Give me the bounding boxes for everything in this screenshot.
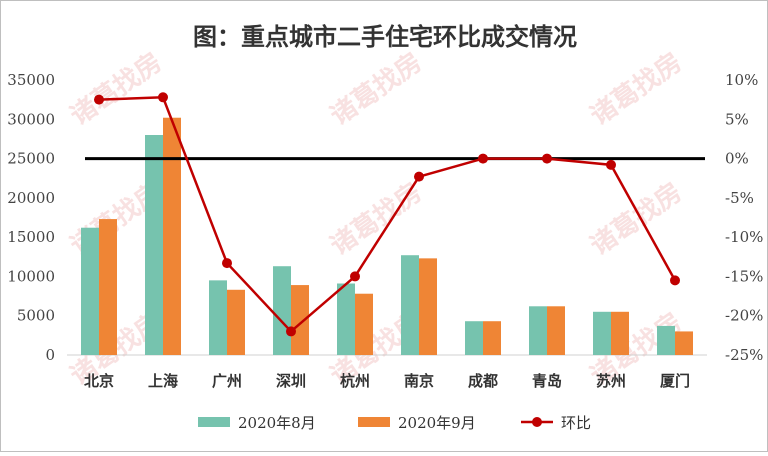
line-point xyxy=(478,153,488,164)
category-label: 北京 xyxy=(84,372,114,390)
bar xyxy=(419,258,437,355)
line-point xyxy=(350,271,360,282)
legend-label: 环比 xyxy=(561,414,591,432)
bar xyxy=(291,285,309,355)
watermark-text: 诸葛找房 xyxy=(585,177,687,261)
bar xyxy=(547,306,565,355)
watermark-text: 诸葛找房 xyxy=(585,47,687,131)
left-tick-label: 10000 xyxy=(7,267,55,285)
bar xyxy=(611,311,629,355)
bar xyxy=(529,306,547,355)
right-tick-label: -5% xyxy=(725,189,754,207)
bar xyxy=(227,289,245,355)
left-tick-label: 30000 xyxy=(7,110,55,128)
bar xyxy=(273,266,291,355)
bar xyxy=(355,293,373,355)
right-tick-label: -25% xyxy=(725,346,763,364)
line-point xyxy=(542,153,552,164)
left-tick-label: 25000 xyxy=(7,150,55,168)
watermark-text: 诸葛找房 xyxy=(325,177,427,261)
legend-swatch xyxy=(198,417,230,427)
bar xyxy=(401,255,419,355)
bar xyxy=(593,311,611,355)
bar xyxy=(163,117,181,355)
category-label: 厦门 xyxy=(660,372,690,390)
legend-label: 2020年8月 xyxy=(238,414,316,432)
left-tick-label: 15000 xyxy=(7,228,55,246)
left-tick-label: 5000 xyxy=(17,307,55,325)
bar xyxy=(675,331,693,355)
legend-marker xyxy=(532,417,542,427)
bar xyxy=(465,321,483,355)
bar xyxy=(145,135,163,355)
right-tick-label: -20% xyxy=(725,307,763,325)
line-point xyxy=(158,92,168,103)
line-point xyxy=(414,171,424,182)
right-tick-label: 5% xyxy=(725,110,749,128)
line-point xyxy=(286,326,296,337)
right-tick-label: -15% xyxy=(725,267,763,285)
bar xyxy=(483,321,501,355)
left-tick-label: 0 xyxy=(45,346,55,364)
right-axis: -25% -20% -15% -10% -5% 0% 5% 10% xyxy=(725,71,763,364)
category-label: 成都 xyxy=(468,372,498,390)
category-label: 苏州 xyxy=(596,372,626,390)
line-series xyxy=(94,92,680,337)
bar-series xyxy=(81,117,693,355)
category-label: 广州 xyxy=(212,372,242,390)
line-point xyxy=(606,159,616,170)
bar xyxy=(99,219,117,355)
left-tick-label: 20000 xyxy=(7,189,55,207)
legend: 2020年8月 2020年9月 环比 xyxy=(198,414,591,432)
watermark-text: 诸葛找房 xyxy=(65,47,167,131)
right-tick-label: 0% xyxy=(725,150,749,168)
bar xyxy=(81,227,99,355)
category-label: 杭州 xyxy=(340,372,370,390)
category-label: 南京 xyxy=(404,372,434,390)
series-line xyxy=(98,96,677,334)
category-label: 深圳 xyxy=(276,372,306,390)
left-axis: 0 5000 10000 15000 20000 25000 30000 35000 xyxy=(7,71,55,364)
bar xyxy=(337,283,355,355)
bar xyxy=(657,325,675,355)
legend-label: 2020年9月 xyxy=(398,414,476,432)
bar xyxy=(209,280,227,355)
line-point xyxy=(222,258,232,269)
category-label: 青岛 xyxy=(532,372,562,390)
line-point xyxy=(670,275,680,286)
chart-title: 图：重点城市二手住宅环比成交情况 xyxy=(193,22,577,51)
category-labels: 北京 上海 广州 深圳 杭州 南京 成都 青岛 苏州 厦门 xyxy=(84,372,690,390)
right-tick-label: 10% xyxy=(725,71,758,89)
category-label: 上海 xyxy=(148,372,178,390)
line-point xyxy=(94,94,104,105)
left-tick-label: 35000 xyxy=(7,71,55,89)
right-tick-label: -10% xyxy=(725,228,763,246)
legend-swatch xyxy=(358,417,390,427)
watermark-text: 诸葛找房 xyxy=(325,47,427,131)
